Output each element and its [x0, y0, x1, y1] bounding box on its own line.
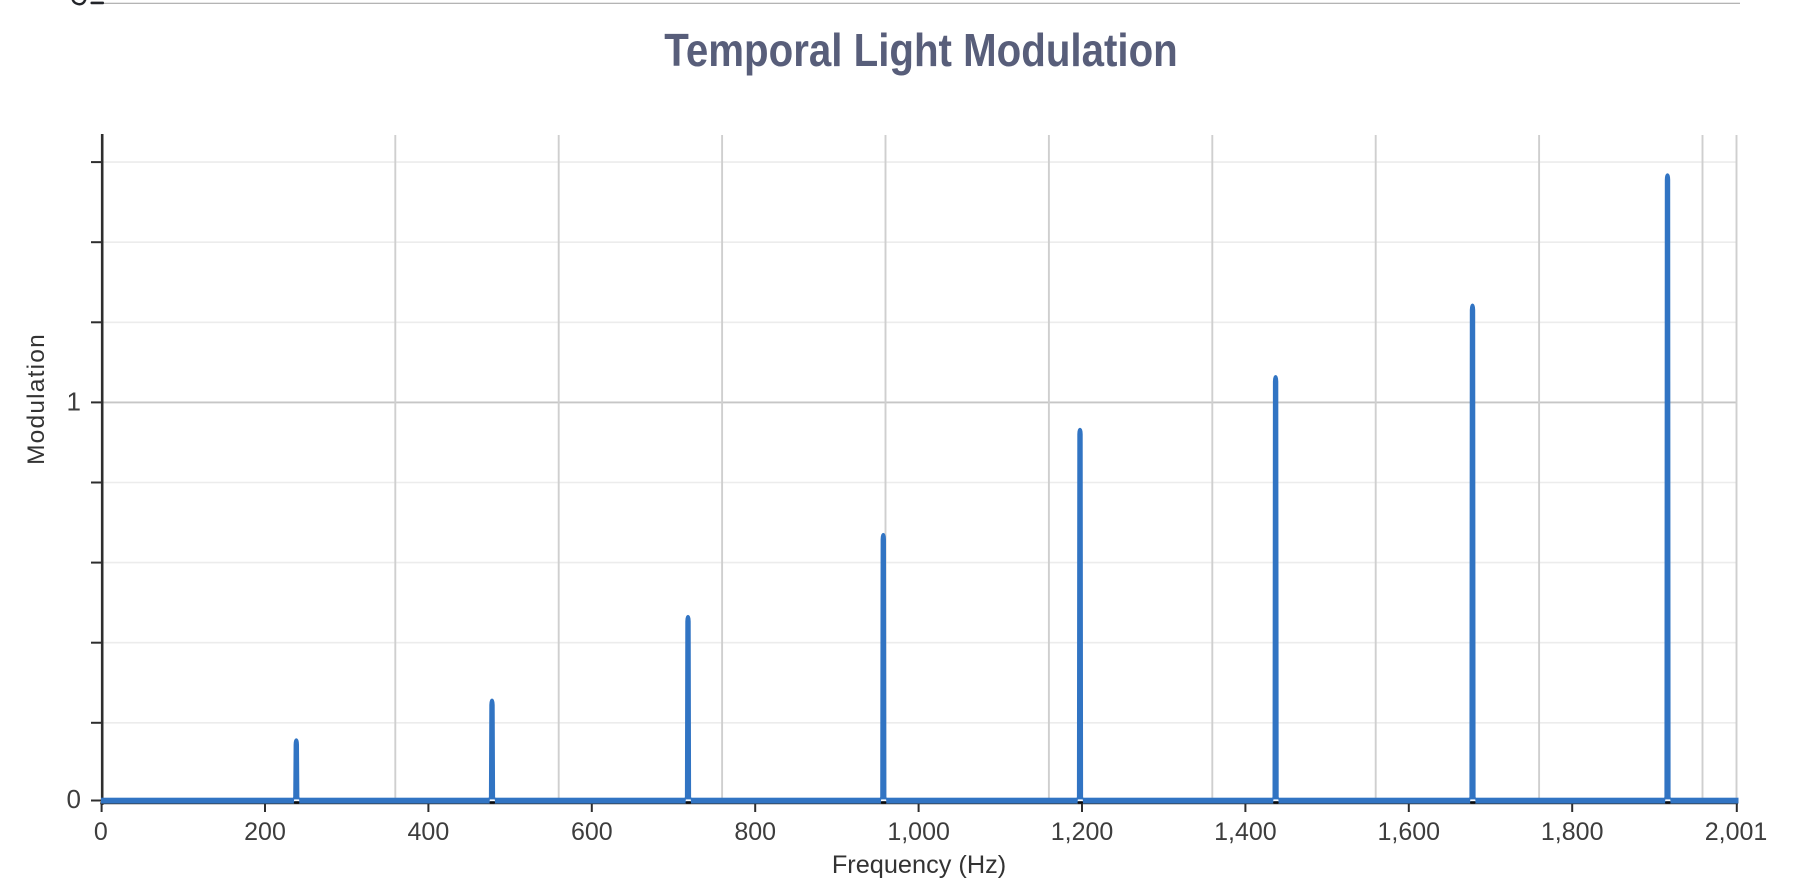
svg-text:Frequency (Hz): Frequency (Hz) — [832, 851, 1006, 879]
svg-text:Temporal Light Modulation: Temporal Light Modulation — [664, 26, 1177, 77]
svg-text:Modulation: Modulation — [23, 333, 50, 465]
svg-text:1,200: 1,200 — [1051, 818, 1114, 846]
svg-text:1,000: 1,000 — [887, 818, 950, 846]
svg-text:1,800: 1,800 — [1541, 818, 1604, 846]
svg-text:1: 1 — [67, 387, 81, 417]
svg-text:1,400: 1,400 — [1214, 818, 1277, 846]
svg-text:1,600: 1,600 — [1378, 818, 1441, 846]
svg-text:0: 0 — [94, 818, 108, 846]
svg-text:400: 400 — [408, 818, 450, 846]
svg-text:0: 0 — [67, 784, 81, 814]
svg-text:600: 600 — [571, 818, 613, 846]
svg-text:200: 200 — [244, 818, 286, 846]
svg-text:2,001: 2,001 — [1705, 818, 1768, 846]
svg-text:800: 800 — [734, 818, 776, 846]
